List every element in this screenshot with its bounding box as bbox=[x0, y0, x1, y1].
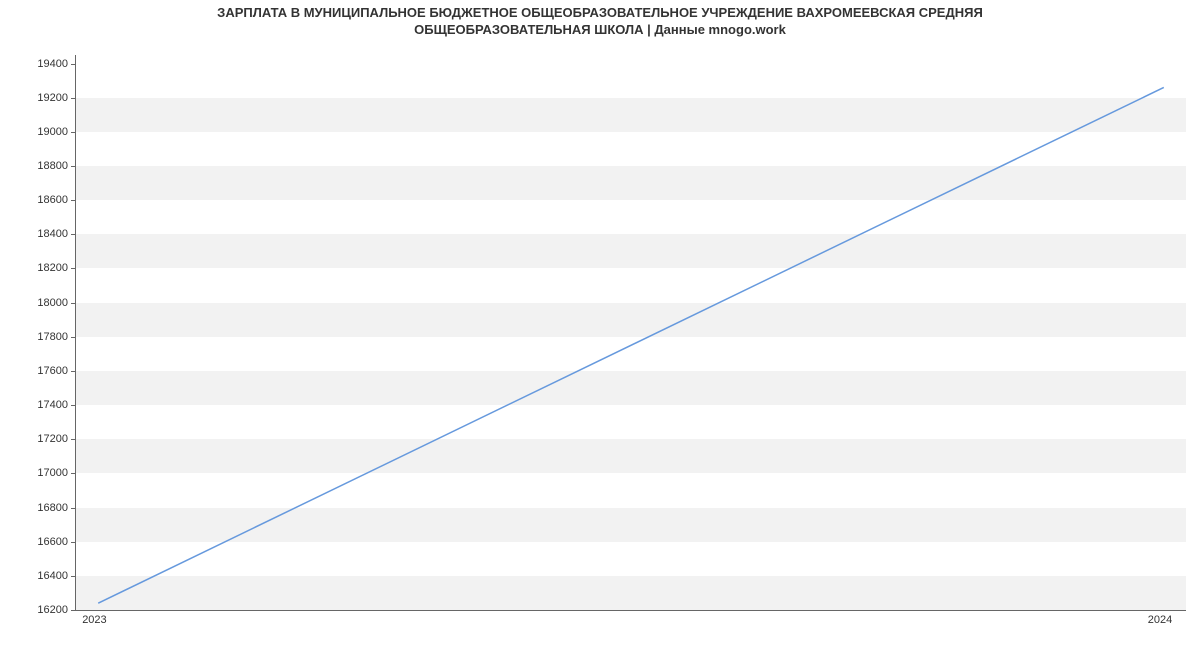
y-tick-mark bbox=[71, 371, 75, 372]
salary-line bbox=[98, 87, 1164, 603]
y-tick-label: 17400 bbox=[8, 399, 68, 411]
y-tick-label: 19400 bbox=[8, 58, 68, 70]
chart-title: ЗАРПЛАТА В МУНИЦИПАЛЬНОЕ БЮДЖЕТНОЕ ОБЩЕО… bbox=[0, 5, 1200, 39]
y-tick-label: 17800 bbox=[8, 331, 68, 343]
y-tick-label: 17200 bbox=[8, 433, 68, 445]
chart-container: ЗАРПЛАТА В МУНИЦИПАЛЬНОЕ БЮДЖЕТНОЕ ОБЩЕО… bbox=[0, 0, 1200, 650]
y-tick-label: 16800 bbox=[8, 502, 68, 514]
y-tick-mark bbox=[71, 303, 75, 304]
title-line-1: ЗАРПЛАТА В МУНИЦИПАЛЬНОЕ БЮДЖЕТНОЕ ОБЩЕО… bbox=[217, 5, 983, 20]
y-tick-mark bbox=[71, 610, 75, 611]
y-tick-label: 18000 bbox=[8, 297, 68, 309]
y-tick-label: 16400 bbox=[8, 570, 68, 582]
y-tick-label: 18200 bbox=[8, 262, 68, 274]
y-tick-label: 19000 bbox=[8, 126, 68, 138]
line-series bbox=[76, 55, 1186, 610]
y-tick-mark bbox=[71, 439, 75, 440]
y-tick-mark bbox=[71, 542, 75, 543]
y-tick-label: 17000 bbox=[8, 467, 68, 479]
y-tick-mark bbox=[71, 132, 75, 133]
title-line-2: ОБЩЕОБРАЗОВАТЕЛЬНАЯ ШКОЛА | Данные mnogo… bbox=[414, 22, 786, 37]
y-tick-label: 16600 bbox=[8, 536, 68, 548]
y-tick-mark bbox=[71, 234, 75, 235]
y-tick-mark bbox=[71, 64, 75, 65]
y-tick-mark bbox=[71, 405, 75, 406]
y-tick-mark bbox=[71, 337, 75, 338]
y-tick-label: 16200 bbox=[8, 604, 68, 616]
y-tick-label: 17600 bbox=[8, 365, 68, 377]
x-tick-label: 2024 bbox=[1148, 614, 1172, 626]
x-tick-label: 2023 bbox=[82, 614, 106, 626]
y-tick-mark bbox=[71, 166, 75, 167]
plot-area bbox=[75, 55, 1186, 611]
y-tick-label: 19200 bbox=[8, 92, 68, 104]
y-tick-mark bbox=[71, 200, 75, 201]
y-tick-label: 18600 bbox=[8, 194, 68, 206]
y-tick-mark bbox=[71, 473, 75, 474]
y-tick-label: 18400 bbox=[8, 228, 68, 240]
y-tick-mark bbox=[71, 98, 75, 99]
y-tick-mark bbox=[71, 576, 75, 577]
y-tick-label: 18800 bbox=[8, 160, 68, 172]
y-tick-mark bbox=[71, 268, 75, 269]
y-tick-mark bbox=[71, 508, 75, 509]
